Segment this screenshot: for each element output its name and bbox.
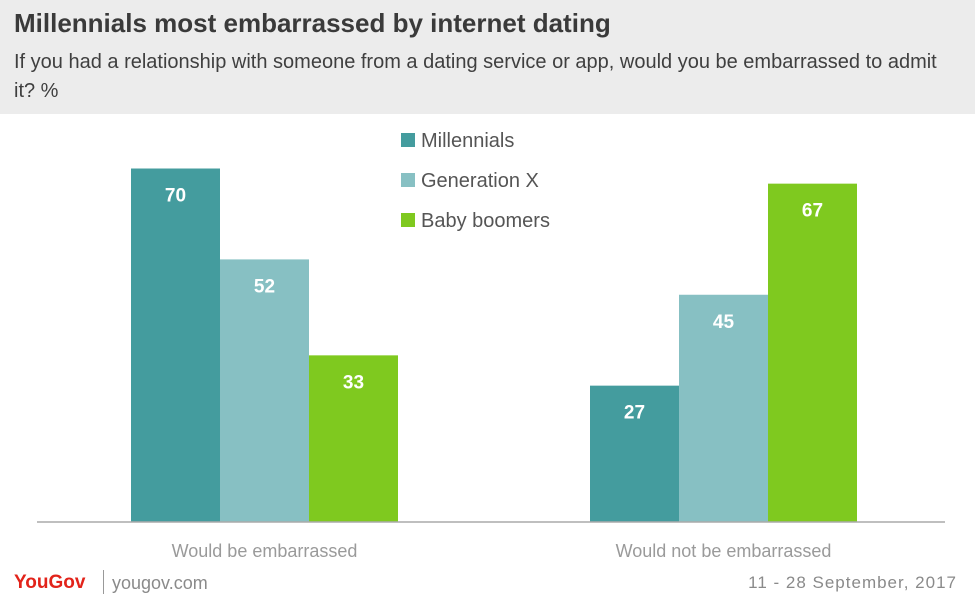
- bar: [309, 355, 398, 522]
- bar: [679, 294, 768, 522]
- bar-chart: 70 52 33 Would be embarrassed 27 45 67 Would no…: [37, 130, 945, 561]
- bar: [590, 385, 679, 522]
- data-label: 70: [165, 186, 186, 207]
- yougov-logo: YouGov: [14, 572, 86, 593]
- data-label: 45: [713, 312, 735, 333]
- chart-title: Millennials most embarrassed by internet…: [14, 8, 611, 38]
- legend-label: Generation X: [421, 170, 539, 192]
- category-label: Would not be embarrassed: [616, 541, 832, 561]
- legend-swatch: [401, 133, 415, 147]
- data-label: 27: [624, 403, 645, 424]
- category-label: Would be embarrassed: [172, 541, 358, 561]
- data-label: 33: [343, 372, 364, 393]
- legend-label: Baby boomers: [421, 210, 550, 232]
- bar: [131, 168, 220, 522]
- footer-separator: [103, 570, 104, 594]
- chart-subtitle: If you had a relationship with someone f…: [14, 51, 937, 102]
- legend-swatch: [401, 173, 415, 187]
- footer-site: yougov.com: [112, 573, 208, 593]
- legend-label: Millennials: [421, 130, 514, 152]
- data-label: 52: [254, 276, 275, 297]
- bar: [768, 183, 857, 522]
- legend-swatch: [401, 213, 415, 227]
- bar: [220, 259, 309, 522]
- chart-header: Millennials most embarrassed by internet…: [0, 0, 975, 114]
- data-label: 67: [802, 201, 823, 222]
- survey-date: 11 - 28 September, 2017: [748, 573, 957, 592]
